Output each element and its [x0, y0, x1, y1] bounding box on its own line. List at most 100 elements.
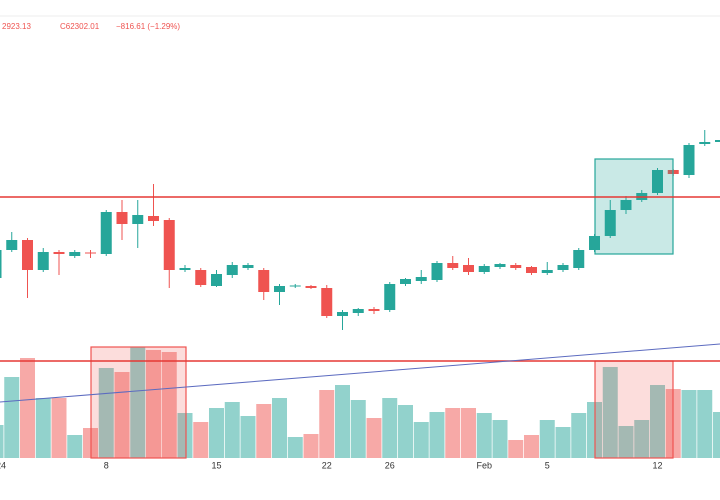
candle-body — [541, 270, 553, 273]
volume-bar — [713, 412, 720, 458]
volume-bar — [697, 390, 713, 458]
candle-body — [195, 270, 207, 285]
drawings — [0, 158, 720, 459]
candle-body — [573, 250, 585, 268]
volume-bar — [555, 427, 571, 458]
candle-body — [242, 265, 254, 268]
volume-bar — [366, 418, 382, 458]
candle-body — [22, 240, 33, 270]
volume-bar — [303, 434, 319, 458]
volume-bar — [571, 413, 587, 458]
candle-body — [557, 265, 569, 270]
volume-bar — [209, 408, 224, 458]
volume-bar — [161, 352, 177, 458]
x-tick-label: Feb — [476, 460, 492, 470]
volume-bar — [413, 422, 429, 458]
volume-bar — [335, 385, 350, 458]
volume-bar — [130, 347, 146, 458]
candle-body — [0, 250, 2, 278]
volume-bar — [681, 390, 697, 458]
candle-body — [494, 264, 506, 267]
candle-body — [148, 216, 159, 221]
volume-bar — [492, 420, 508, 458]
header-close: C62302.01 — [60, 22, 100, 31]
volume-bar — [146, 350, 161, 458]
volume-bar — [508, 440, 524, 458]
volume-bar — [224, 402, 240, 458]
candle-body — [604, 210, 616, 236]
volume-bar — [602, 367, 618, 458]
x-tick-label: 15 — [211, 460, 221, 470]
volume-bar — [114, 372, 130, 458]
candle-body — [368, 309, 380, 311]
volume-bar — [618, 426, 634, 458]
volume-bar — [98, 368, 114, 458]
candle-body — [510, 265, 522, 268]
volume-bar — [319, 390, 335, 458]
trend-line — [0, 343, 720, 403]
x-tick-label: 12 — [652, 460, 662, 470]
highlight-box — [594, 158, 674, 255]
x-tick-label: 5 — [545, 460, 550, 470]
candle-body — [400, 279, 411, 284]
candle-body — [226, 265, 238, 275]
candle-body — [384, 284, 396, 310]
volume-bar — [0, 425, 4, 458]
x-tick-label: 26 — [385, 460, 395, 470]
candle-body — [53, 252, 65, 254]
candle-body — [69, 252, 81, 256]
candle-body — [116, 212, 128, 224]
candle-body — [211, 274, 222, 286]
candle-body — [620, 200, 632, 210]
candle-body — [37, 252, 49, 270]
candle-body — [683, 145, 695, 175]
volume-bar — [524, 435, 539, 458]
candle-body — [526, 267, 537, 273]
volume-bar — [539, 420, 555, 458]
volume-bar — [272, 398, 287, 458]
candle-body — [715, 140, 720, 142]
candle-body — [415, 277, 427, 281]
volume-bar — [20, 358, 35, 458]
volume-bar — [382, 398, 398, 458]
candle-body — [463, 265, 474, 272]
volume-bar — [256, 404, 272, 458]
x-tick-label: 22 — [322, 460, 332, 470]
volume-bar — [429, 412, 445, 458]
candle-body — [652, 170, 663, 193]
candle-body — [100, 212, 112, 254]
volume-bar — [4, 377, 20, 458]
volume-bar — [51, 398, 67, 458]
candle-body — [447, 263, 459, 268]
candle-body — [305, 286, 317, 288]
volume-bar — [177, 413, 193, 458]
volume-bar — [634, 420, 650, 458]
candle-body — [258, 270, 270, 292]
candle-body — [337, 312, 348, 316]
candle-body — [289, 285, 301, 287]
candle-body — [6, 240, 18, 250]
candle-body — [431, 263, 443, 280]
candle-body — [163, 220, 175, 270]
highlight-box — [594, 360, 674, 459]
candle-body — [352, 309, 364, 313]
volume-bar — [650, 385, 665, 458]
x-tick-label: 8 — [104, 460, 109, 470]
volume-bar — [67, 435, 83, 458]
volume-bar — [193, 422, 209, 458]
x-axis: 2024 8 15 22 26 Feb 5 12 — [0, 460, 663, 470]
volume-bar — [445, 408, 461, 458]
candle-body — [699, 142, 711, 144]
volume-bar — [240, 416, 256, 458]
candle-body — [132, 215, 144, 224]
volume-bar — [476, 413, 492, 458]
volume-bar — [461, 408, 476, 458]
candle-body — [85, 252, 96, 254]
header-value: 2923.13 — [2, 22, 31, 31]
volume-bar — [398, 405, 413, 458]
candle-body — [274, 286, 285, 292]
price-pane — [0, 130, 720, 330]
candle-body — [321, 288, 333, 316]
volume-bar — [35, 398, 51, 458]
